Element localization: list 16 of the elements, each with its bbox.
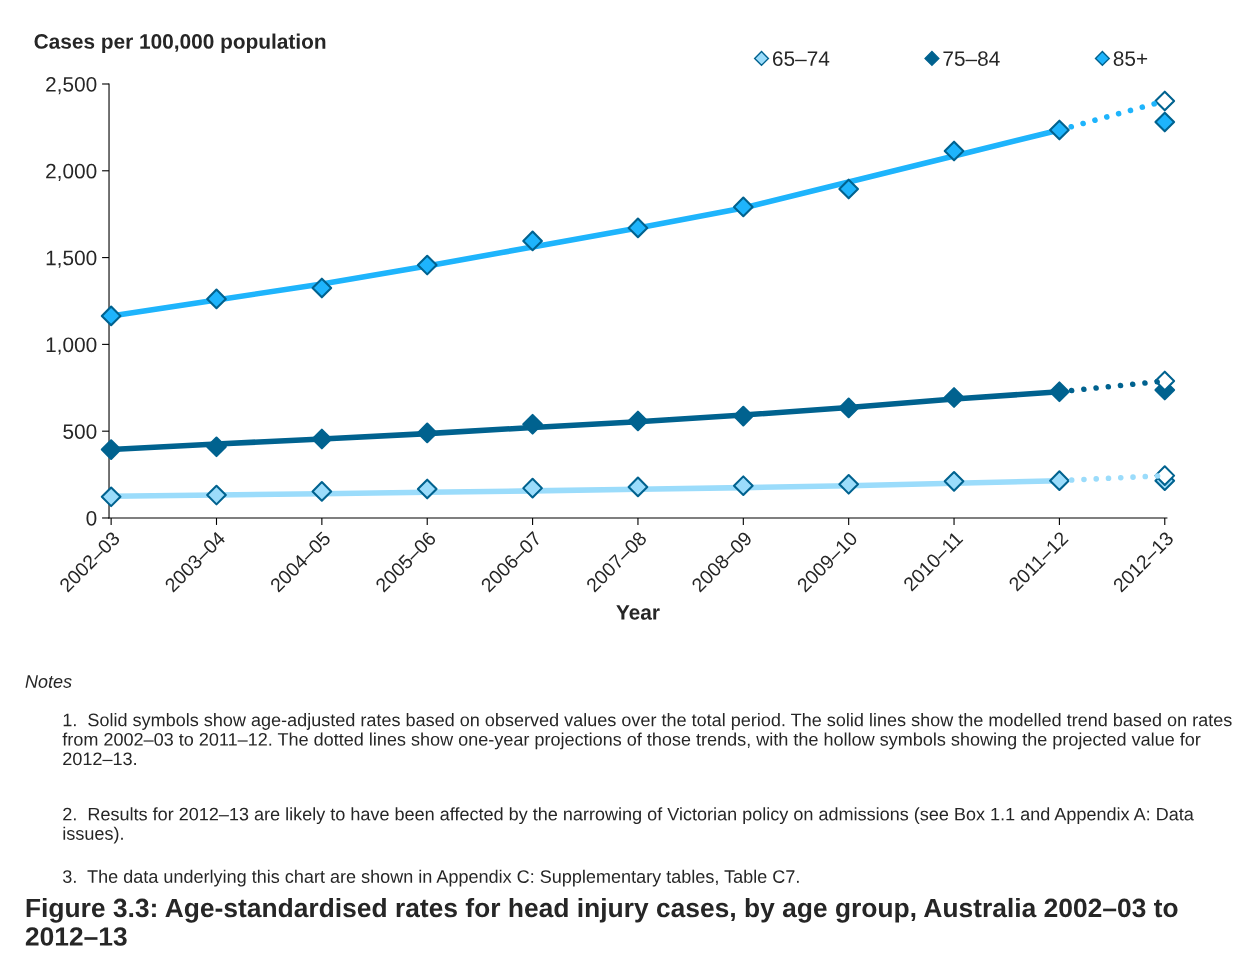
- y-tick-label: 0: [86, 510, 97, 526]
- y-axis-title: Cases per 100,000 population: [34, 33, 326, 53]
- y-tick-label: 2,500: [46, 76, 97, 95]
- y-tick-label: 1,500: [46, 250, 97, 268]
- text: 3. The data underlying this chart are shown in Appendix C: Supplementary tables, Table C7.: [62, 869, 799, 887]
- text: 1. Solid symbols show age-adjusted rates based on observed values over the total period. The solid lines show the modelled trend based on rates from 2002–03 to 2011–12. The dotted lines show one-year projections of those trends, with the hollow symbols showing the projected value for 2012–13.: [62, 713, 1232, 766]
- legend-label: 75–84: [943, 51, 1000, 66]
- y-tick-label: 1,000: [46, 337, 97, 355]
- y-tick-label: 500: [63, 424, 97, 439]
- x-axis-title: Year: [616, 605, 660, 620]
- text: Figure 3.3: Age-standardised rates for head injury cases, by age group, Australia 2002–03 to 2012–13: [25, 897, 1178, 946]
- text: 2. Results for 2012–13 are likely to have been affected by the narrowing of Victorian policy on admissions (see Box 1.1 and Appendix A: Data issues).: [63, 807, 1194, 844]
- y-tick-label: 2,000: [46, 163, 97, 181]
- text: Notes: [25, 675, 72, 688]
- legend-label: 65–74: [773, 51, 830, 66]
- legend-label: 85+: [1113, 51, 1148, 66]
